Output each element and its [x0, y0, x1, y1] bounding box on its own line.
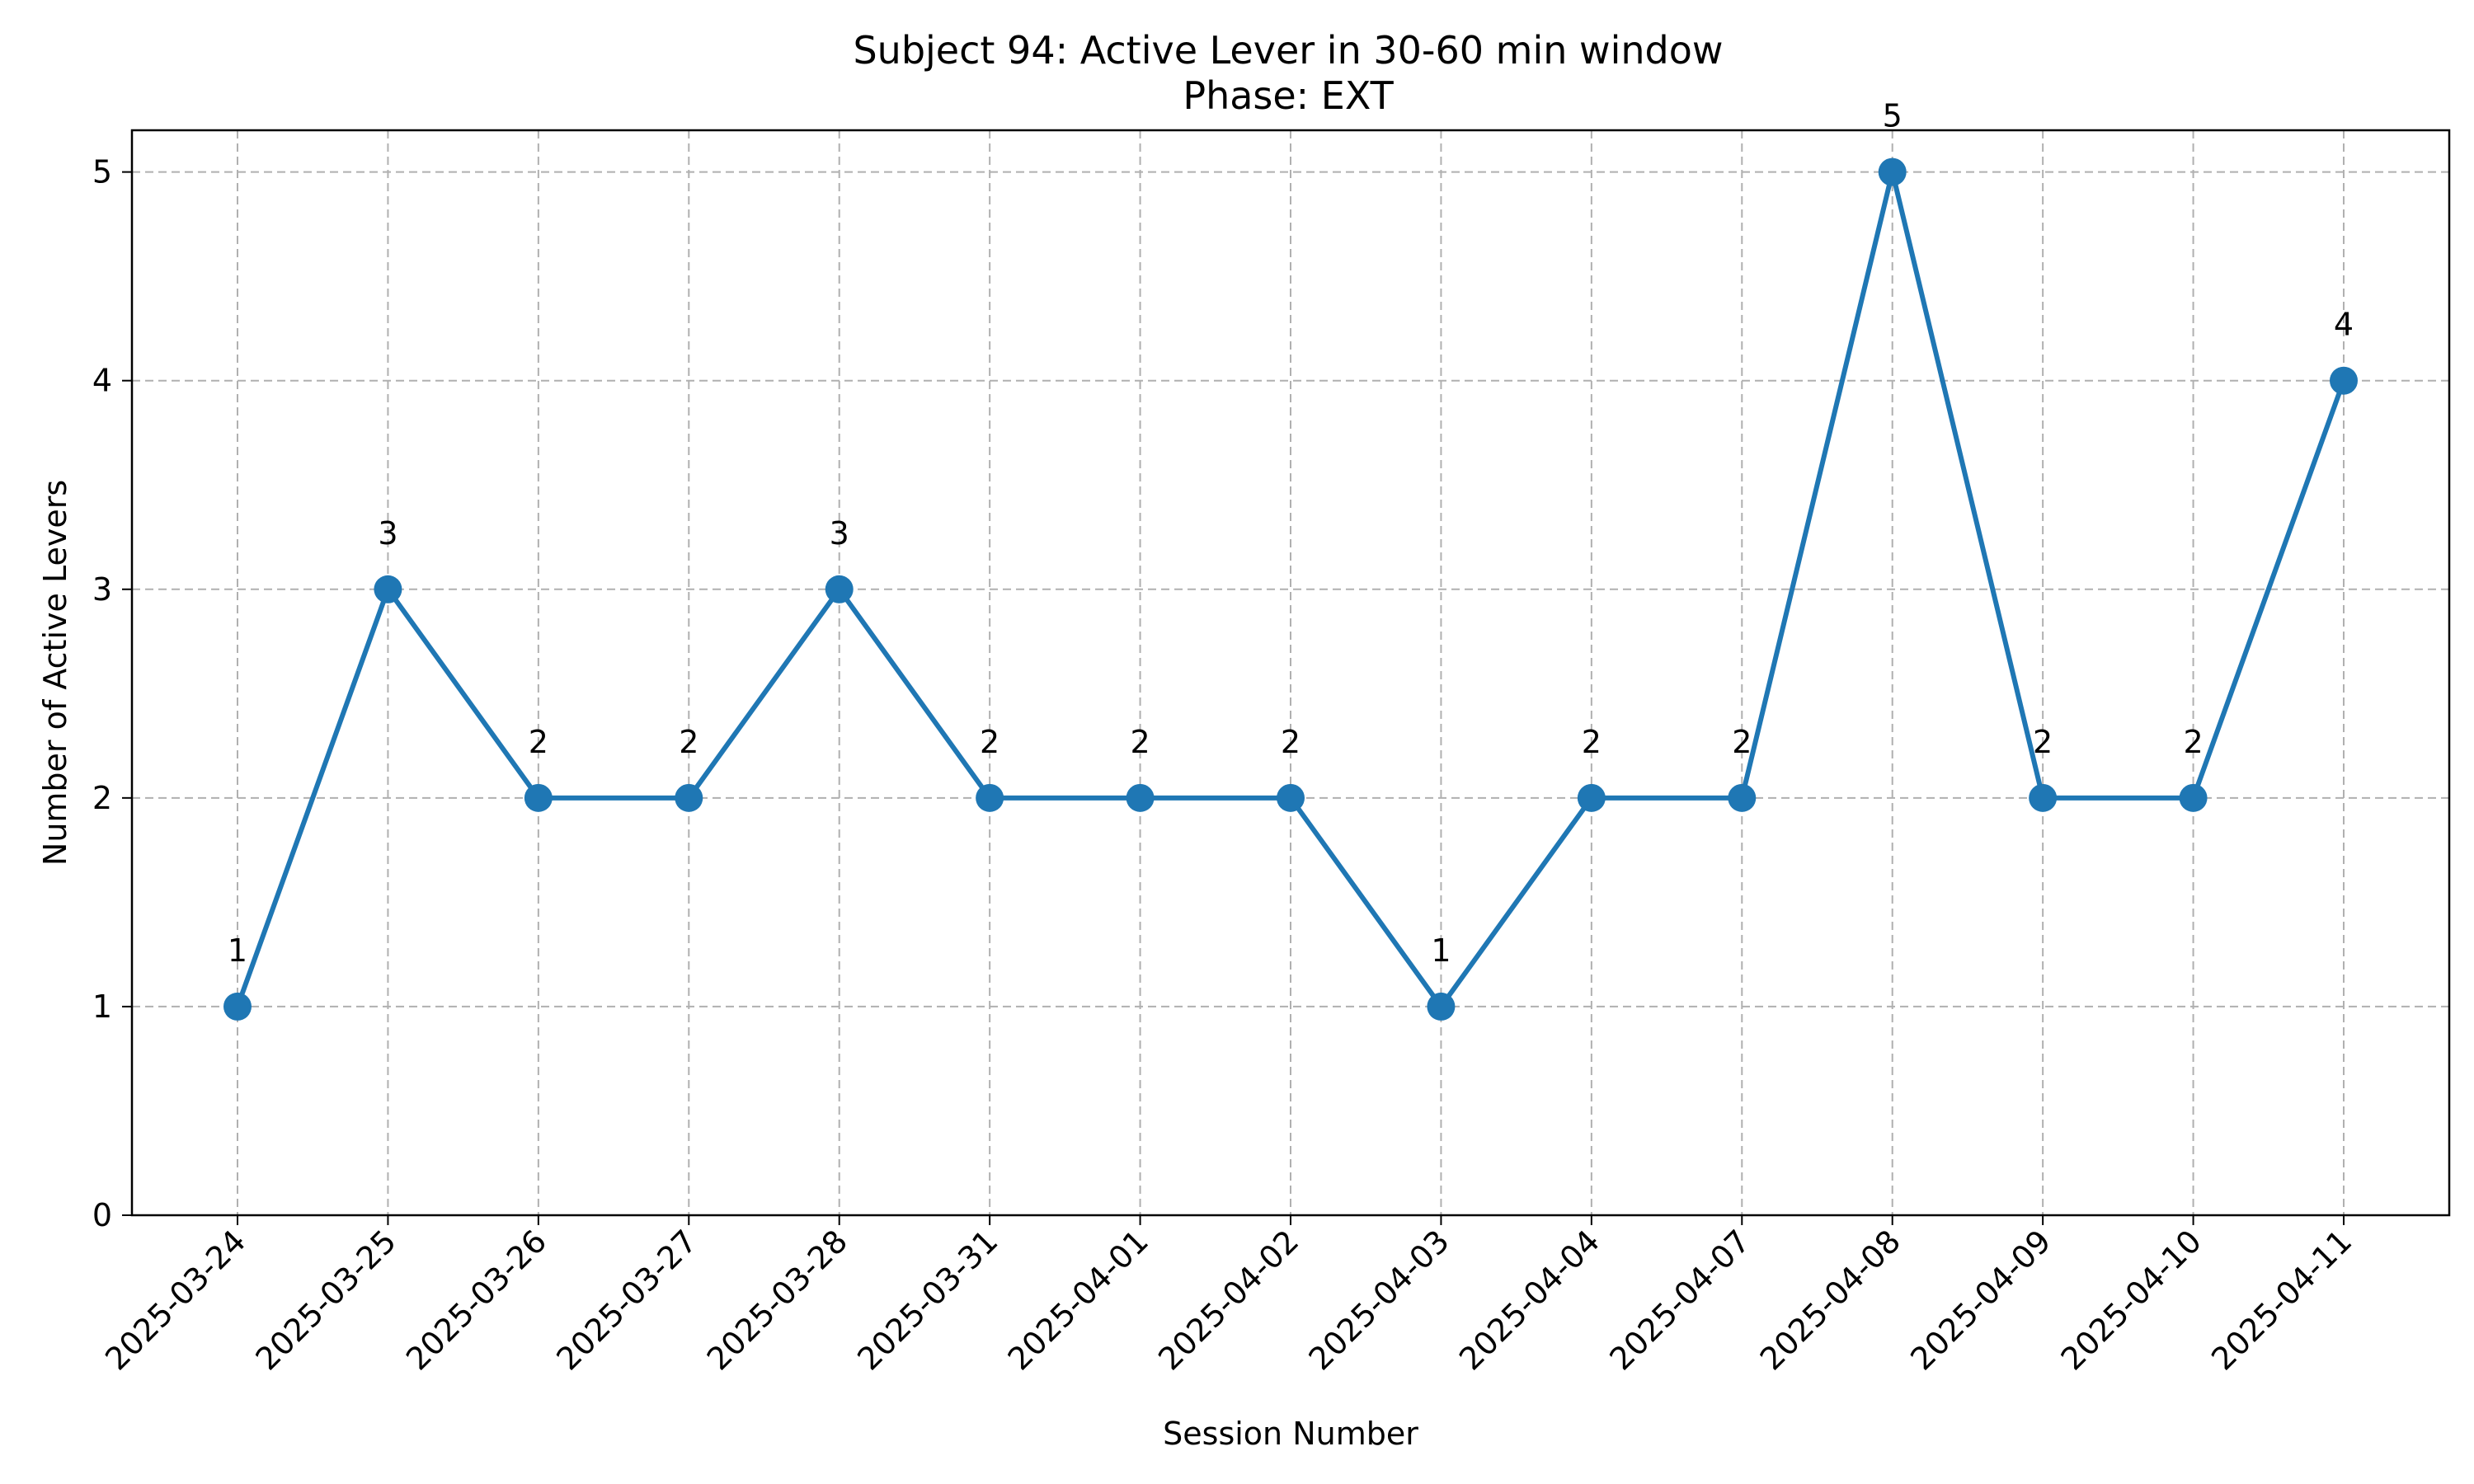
data-label: 2	[679, 724, 698, 760]
chart-subtitle: Phase: EXT	[1183, 73, 1394, 118]
data-label: 2	[1582, 724, 1602, 760]
data-label: 2	[1281, 724, 1300, 760]
y-axis: 0 1 2 3 4 5	[92, 154, 132, 1233]
data-label: 1	[228, 932, 247, 969]
data-series	[223, 157, 2358, 1021]
data-point	[1728, 783, 1757, 812]
data-point	[374, 575, 402, 603]
y-tick-label: 3	[92, 571, 112, 608]
data-point	[1126, 783, 1155, 812]
data-point	[223, 992, 252, 1021]
data-label: 3	[830, 515, 849, 552]
y-tick-label: 5	[92, 154, 112, 190]
data-point	[825, 575, 854, 603]
data-point	[1277, 783, 1305, 812]
y-tick-label: 1	[92, 989, 112, 1025]
x-axis-label: Session Number	[1163, 1416, 1418, 1452]
plot-frame	[130, 129, 2451, 1217]
data-point	[2029, 783, 2058, 812]
chart-title: Subject 94: Active Lever in 30-60 min wi…	[853, 28, 1723, 73]
data-point	[1427, 992, 1456, 1021]
data-point	[2330, 366, 2358, 395]
data-point	[976, 783, 1004, 812]
data-label: 3	[378, 515, 397, 552]
data-label: 2	[980, 724, 999, 760]
data-point	[675, 783, 703, 812]
y-tick-label: 2	[92, 780, 112, 816]
data-label: 1	[1431, 932, 1451, 969]
data-point	[524, 783, 553, 812]
data-label: 2	[529, 724, 548, 760]
data-label: 4	[2334, 307, 2354, 343]
data-labels: 1 3 2 2 3 2 2 2 1 2 2 5 2 2 4	[228, 98, 2354, 969]
data-label: 2	[1130, 724, 1150, 760]
data-label: 2	[2183, 724, 2203, 760]
data-point	[1577, 783, 1606, 812]
data-label: 5	[1883, 98, 1903, 134]
y-tick-label: 4	[92, 363, 112, 399]
data-label: 2	[2033, 724, 2053, 760]
y-axis-label: Number of Active Levers	[37, 480, 73, 866]
grid	[132, 130, 2449, 1216]
data-point	[1878, 157, 1907, 186]
data-label: 2	[1732, 724, 1752, 760]
y-tick-label: 0	[92, 1197, 112, 1233]
data-point	[2179, 783, 2208, 812]
